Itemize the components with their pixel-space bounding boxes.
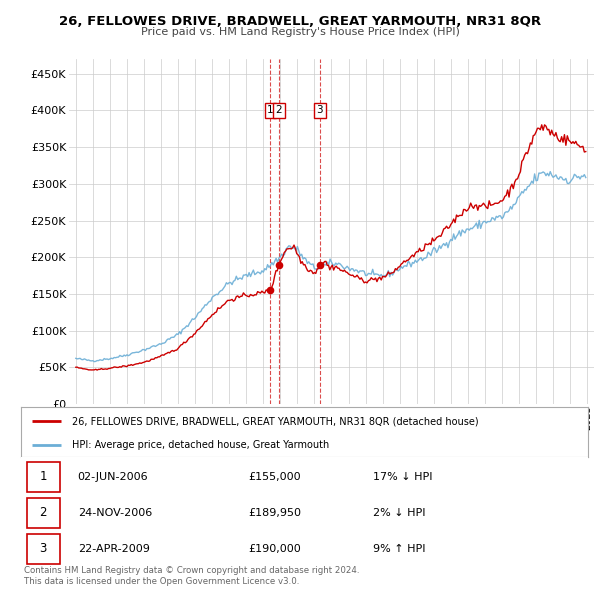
Text: 22-APR-2009: 22-APR-2009 xyxy=(78,544,149,554)
Text: 1: 1 xyxy=(267,106,274,116)
Text: 24-NOV-2006: 24-NOV-2006 xyxy=(78,508,152,518)
Text: Contains HM Land Registry data © Crown copyright and database right 2024.: Contains HM Land Registry data © Crown c… xyxy=(24,566,359,575)
Text: 26, FELLOWES DRIVE, BRADWELL, GREAT YARMOUTH, NR31 8QR: 26, FELLOWES DRIVE, BRADWELL, GREAT YARM… xyxy=(59,15,541,28)
Text: 9% ↑ HPI: 9% ↑ HPI xyxy=(373,544,425,554)
Text: HPI: Average price, detached house, Great Yarmouth: HPI: Average price, detached house, Grea… xyxy=(72,440,329,450)
FancyBboxPatch shape xyxy=(26,533,59,564)
Text: Price paid vs. HM Land Registry's House Price Index (HPI): Price paid vs. HM Land Registry's House … xyxy=(140,27,460,37)
Text: £190,000: £190,000 xyxy=(248,544,301,554)
Text: 17% ↓ HPI: 17% ↓ HPI xyxy=(373,472,432,482)
Text: £155,000: £155,000 xyxy=(248,472,301,482)
FancyBboxPatch shape xyxy=(26,497,59,528)
Text: 2: 2 xyxy=(275,106,282,116)
Text: £189,950: £189,950 xyxy=(248,508,301,518)
Text: This data is licensed under the Open Government Licence v3.0.: This data is licensed under the Open Gov… xyxy=(24,577,299,586)
FancyBboxPatch shape xyxy=(26,461,59,492)
Text: 3: 3 xyxy=(40,542,47,555)
Text: 2: 2 xyxy=(40,506,47,519)
Text: 3: 3 xyxy=(316,106,323,116)
Text: 02-JUN-2006: 02-JUN-2006 xyxy=(78,472,148,482)
Text: 2% ↓ HPI: 2% ↓ HPI xyxy=(373,508,425,518)
Text: 26, FELLOWES DRIVE, BRADWELL, GREAT YARMOUTH, NR31 8QR (detached house): 26, FELLOWES DRIVE, BRADWELL, GREAT YARM… xyxy=(72,416,479,426)
Text: 1: 1 xyxy=(40,470,47,483)
